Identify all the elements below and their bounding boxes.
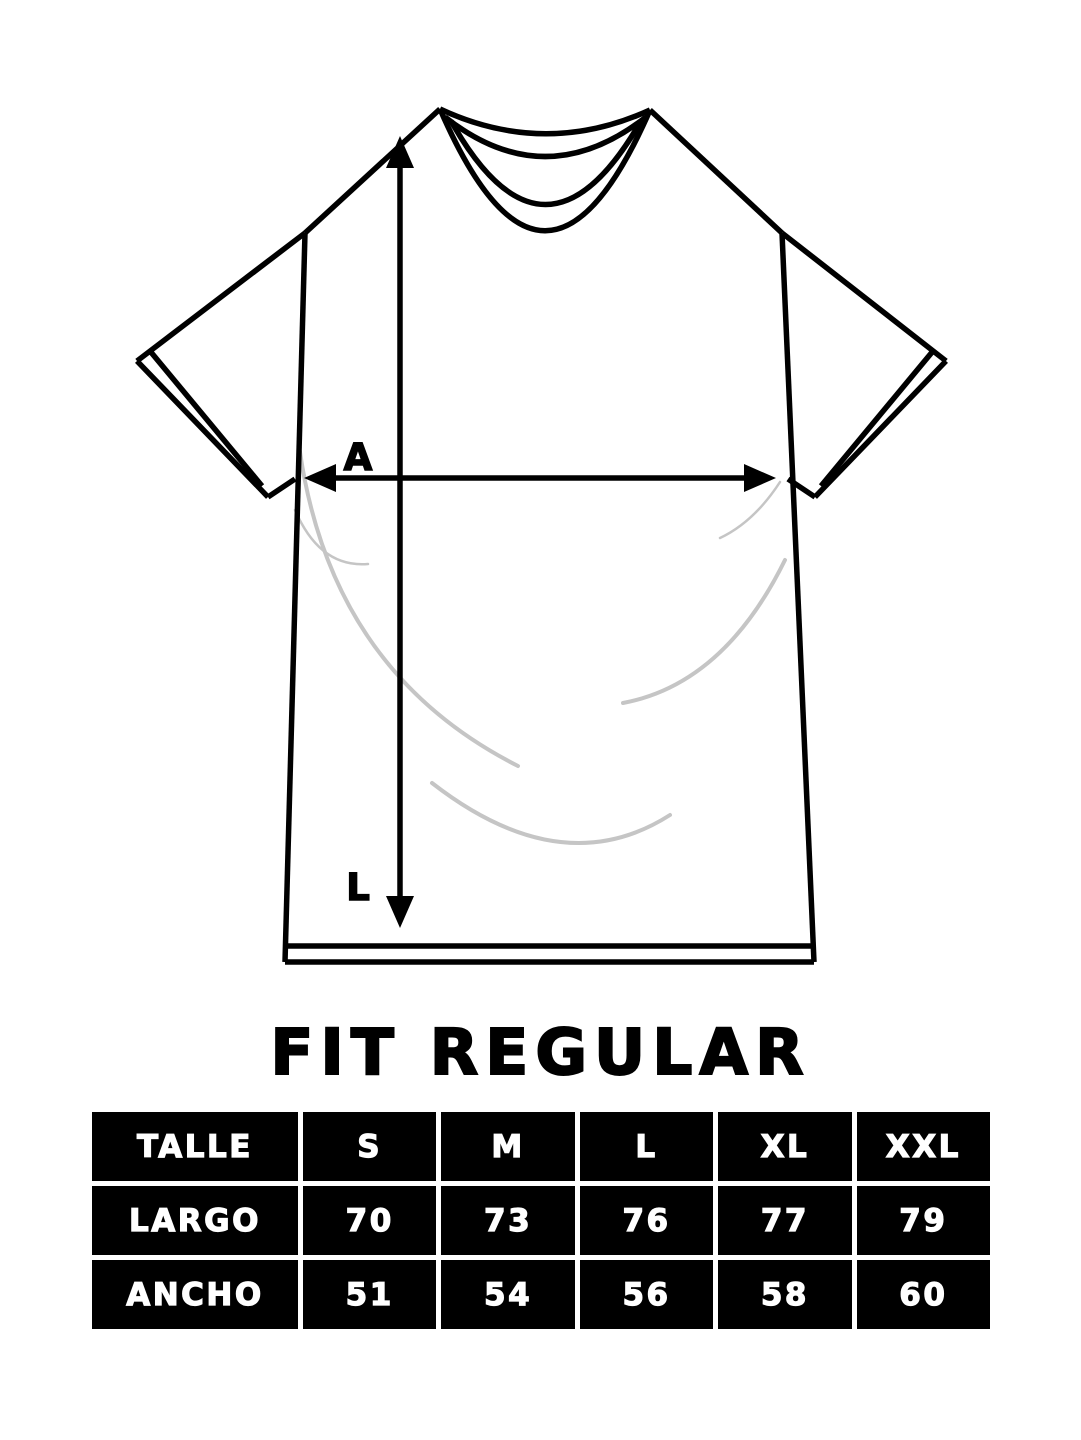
width-measure-label: A — [344, 436, 373, 479]
size-value-cell: 60 — [856, 1260, 991, 1329]
collar-front-outer-curve — [437, 107, 653, 234]
arrowhead-right-icon — [744, 464, 776, 492]
size-col-header: XL — [718, 1112, 852, 1181]
collar-front-inner-curve — [448, 119, 644, 208]
collar-back-top-curve — [438, 106, 652, 137]
fabric-fold-lines — [293, 450, 787, 845]
width-measure-arrow — [304, 464, 776, 492]
left-shoulder-seam — [303, 106, 442, 236]
fold-left-long — [298, 450, 520, 768]
right-sleeve-top-edge — [780, 230, 948, 364]
size-col-header: M — [441, 1112, 575, 1181]
left-side-seam — [282, 232, 308, 963]
left-sleeve-top-edge — [135, 230, 307, 364]
arrowhead-up-icon — [386, 136, 414, 168]
size-value-cell: 51 — [303, 1260, 437, 1329]
arrowhead-down-icon — [386, 896, 414, 928]
size-value-cell: 58 — [718, 1260, 852, 1329]
fit-title: FIT REGULAR — [269, 1015, 811, 1090]
fold-bottom-belly — [430, 781, 672, 845]
size-value-cell: 79 — [856, 1186, 991, 1255]
right-shoulder-seam — [648, 107, 784, 236]
left-sleeve-cuff-inner — [147, 349, 265, 488]
size-value-cell: 76 — [579, 1186, 714, 1255]
size-value-cell: 56 — [579, 1260, 714, 1329]
size-col-header: L — [579, 1112, 714, 1181]
fold-right-short — [718, 480, 782, 540]
size-col-header: S — [303, 1112, 437, 1181]
length-measure-label: L — [346, 866, 370, 909]
table-row-largo: LARGO 70 73 76 77 79 — [92, 1186, 991, 1255]
tshirt-measurement-diagram: A L — [135, 106, 948, 965]
fold-right-long — [621, 558, 787, 705]
row-label: ANCHO — [92, 1260, 298, 1329]
left-sleeve-underarm — [266, 476, 297, 500]
size-value-cell: 54 — [441, 1260, 575, 1329]
size-value-cell: 73 — [441, 1186, 575, 1255]
row-label: LARGO — [92, 1186, 298, 1255]
size-value-cell: 77 — [718, 1186, 852, 1255]
collar-back-inner-curve — [443, 114, 648, 160]
table-row-ancho: ANCHO 51 54 56 58 60 — [92, 1260, 991, 1329]
right-sleeve-cuff-outer — [813, 359, 948, 499]
table-header-row: TALLE S M L XL XXL — [92, 1112, 991, 1181]
size-col-header: XXL — [856, 1112, 991, 1181]
size-table: TALLE S M L XL XXL LARGO 70 73 76 77 79 … — [92, 1112, 991, 1329]
fold-left-short — [293, 508, 370, 566]
arrowhead-left-icon — [304, 464, 336, 492]
right-side-seam — [779, 232, 817, 963]
size-col-header: TALLE — [92, 1112, 298, 1181]
right-sleeve-cuff-inner — [818, 349, 936, 488]
size-value-cell: 70 — [303, 1186, 437, 1255]
left-sleeve-cuff-outer — [135, 359, 270, 499]
tshirt-outline — [135, 106, 948, 965]
length-measure-arrow — [386, 136, 414, 928]
